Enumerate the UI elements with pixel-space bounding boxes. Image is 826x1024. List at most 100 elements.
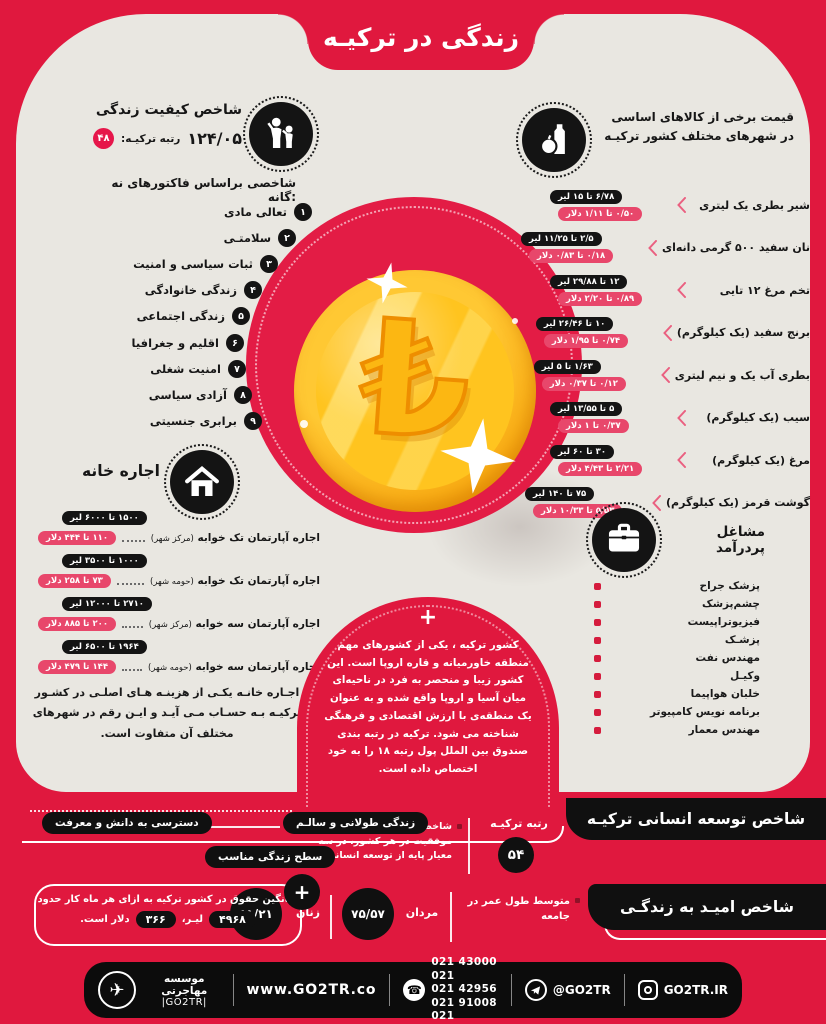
hdi-pill-long-life: زندگی طولانی و سالـم: [283, 812, 429, 834]
lira-coin: ₺: [294, 270, 536, 512]
factor-item: ۶ اقلیم و جغرافیا: [132, 334, 244, 352]
factor-item: ۲ سلامتـی: [224, 229, 296, 247]
factor-label: زندگی اجتماعی: [136, 309, 225, 323]
rent-lira-badge: ۱۵۰۰ تا ۶۰۰۰ لیر: [62, 511, 147, 525]
salary-dollar-unit: دلار است.: [80, 914, 130, 925]
website-link[interactable]: www.GO2TR.co: [246, 982, 377, 998]
sparkle-dot: [512, 318, 518, 324]
bullet-icon: [594, 654, 601, 662]
page-title: زندگی در ترکیـه: [322, 22, 520, 52]
title-tab-flare-right: [534, 14, 564, 44]
price-row: گوشت قرمز (یک کیلوگرم) ۷۵ تا ۱۴۰ لیر ۵/۵۳…: [525, 482, 810, 525]
price-dollar-badge: ۰/۱۲ تا ۰/۳۷ دلار: [541, 376, 626, 391]
factor-number: ۸: [234, 386, 252, 404]
job-label: برنامه نویس کامپیوتر: [649, 706, 760, 718]
men-value: ۷۵/۵۷: [342, 888, 394, 940]
job-item: فیزیوتراپیست: [594, 613, 760, 631]
rent-dollar-badge: ۱۴۴ تا ۴۷۹ دلار: [38, 660, 117, 674]
chevron-icon: [648, 239, 658, 256]
job-label: مهندس نفت: [695, 652, 760, 664]
prices-heading: قیمت برخی از کالاهای اساسی در شهرهای مخت…: [604, 110, 794, 144]
divider: [389, 974, 391, 1006]
phone-group: ☎ 021 43000 021 021 42956 021 91008 021: [403, 956, 498, 1024]
job-item: وکیـل: [594, 667, 760, 685]
job-item: پزشک جراح: [594, 577, 760, 595]
org-line2: |GO2TR|: [161, 996, 207, 1008]
job-item: خلبان هواپیما: [594, 685, 760, 703]
footer-bar: ✈ موسسه مهاجرتی |GO2TR| www.GO2TR.co ☎ 0…: [84, 956, 742, 1022]
factor-label: ثبات سیاسی و امنیت: [133, 257, 253, 271]
phone-number[interactable]: 021 42956: [431, 983, 498, 996]
factor-number: ۷: [228, 360, 246, 378]
price-dollar-badge: ۲/۲۱ تا ۴/۴۳ دلار: [558, 461, 643, 476]
about-turkey-dome: + کشور ترکیه ، یکی از کشورهای مهم منطقه …: [297, 597, 559, 807]
factor-label: آزادی سیاسی: [148, 388, 227, 402]
rent-label-text: اجاره آپارتمان سه خوابه: [195, 661, 321, 673]
price-label: سیب (یک کیلوگرم): [706, 411, 810, 425]
bullet-icon: [594, 672, 601, 680]
rent-title: اجاره خانه: [82, 462, 160, 480]
lira-symbol: ₺: [352, 284, 479, 479]
rent-label-text: اجاره آپارتمان تک خوابه: [197, 532, 321, 544]
price-dollar-badge: ۰/۸۹ تا ۲/۲۰ دلار: [558, 291, 643, 306]
about-turkey-text: کشور ترکیه ، یکی از کشورهای مهم منطقه خا…: [324, 639, 532, 775]
rent-area-text: (مرکز شهر): [150, 534, 194, 544]
divider: [232, 974, 234, 1006]
rent-list: ۱۵۰۰ تا ۶۰۰۰ لیر ۱۱۰ تا ۴۴۴ دلار اجاره آ…: [38, 511, 320, 683]
jobs-list: پزشک جراح چشم‌پزشک فیزیوتراپیست پزشـک مه…: [594, 577, 760, 739]
instagram-handle[interactable]: GO2TR.IR: [663, 983, 728, 997]
divider: [450, 892, 452, 942]
factor-item: ۱ تعالی مادی: [224, 203, 312, 221]
price-row: تخم مرغ ۱۲ تایی ۱۲ تا ۲۹/۸۸ لیر ۰/۸۹ تا ۲…: [550, 269, 810, 312]
factor-item: ۳ ثبات سیاسی و امنیت: [133, 255, 278, 273]
job-label: مهندس معمار: [688, 724, 760, 736]
job-item: مهندس معمار: [594, 721, 760, 739]
quality-index-title: شاخص کیفیت زندگی: [95, 102, 242, 118]
phone-number[interactable]: 021 43000 021: [431, 955, 498, 982]
salary-values: ۴۹۶۸ لیـر، ۳۶۶ دلار است.: [36, 911, 300, 928]
price-label: شیر بطری یک لیتری: [699, 198, 810, 212]
rent-lira-badge: ۱۰۰۰ تا ۳۵۰۰ لیر: [62, 554, 147, 568]
men-label: مردان: [405, 906, 439, 919]
factor-item: ۵ زندگی اجتماعی: [137, 307, 250, 325]
plus-icon: +: [418, 605, 438, 630]
chevron-icon: [677, 452, 686, 469]
dotted-leader: [122, 664, 143, 671]
factor-item: ۷ امنیت شغلی: [150, 360, 246, 378]
org-line1: موسسه مهاجرتی: [161, 972, 208, 997]
salary-text: میانگین حقوق در کشور ترکیه به ازای هر ما…: [37, 894, 299, 905]
hdi-rank-label: رتبه ترکیـه: [490, 817, 548, 830]
instagram-group[interactable]: GO2TR.IR: [637, 980, 728, 1000]
price-dollar-badge: ۰/۳۷ تا ۱ دلار: [558, 419, 629, 434]
factor-number: ۱: [294, 203, 312, 221]
telegram-group[interactable]: @GO2TR: [524, 979, 611, 1001]
groceries-icon: [516, 102, 592, 178]
chevron-icon: [677, 282, 686, 299]
plus-icon: +: [284, 874, 320, 910]
price-list: شیر بطری یک لیتری ۶/۷۸ تا ۱۵ لیر ۰/۵۰ تا …: [521, 184, 810, 525]
phone-numbers[interactable]: 021 43000 021 021 42956 021 91008 021: [431, 956, 498, 1024]
briefcase-icon: [586, 502, 662, 578]
jobs-title: مشاغل پردرآمد: [716, 524, 765, 556]
hdi-badge: شاخص توسعه انسانی ترکیـه: [566, 798, 826, 840]
rent-area-text: (مرکز شهر): [148, 620, 192, 630]
telegram-handle[interactable]: @GO2TR: [552, 983, 611, 997]
rent-dollar-badge: ۲۰۰ تا ۸۸۵ دلار: [38, 617, 117, 631]
factor-number: ۴: [244, 281, 262, 299]
price-label: بطری آب یک و نیم لیتری: [674, 368, 810, 382]
hdi-pill-knowledge: دسترسی به دانش و معرفت: [42, 812, 212, 834]
bullet-icon: [594, 582, 601, 590]
price-row: بطری آب یک و نیم لیتری ۱/۶۳ تا ۵ لیر ۰/۱۲…: [533, 354, 810, 397]
phone-number[interactable]: 021 91008 021: [431, 996, 498, 1023]
rent-label: اجاره آپارتمان سه خوابه (حومه شهر): [148, 661, 320, 673]
price-row: نان سفید ۵۰۰ گرمی دانه‌ای ۲/۵ تا ۱۱/۲۵ ل…: [521, 227, 810, 270]
factor-label: امنیت شغلی: [150, 362, 221, 376]
rent-dollar-badge: ۷۳ تا ۲۵۸ دلار: [38, 574, 111, 588]
life-description: متوسط طول عمر در جامعه: [460, 894, 580, 924]
price-lira-badge: ۷۵ تا ۱۴۰ لیر: [525, 487, 595, 502]
sparkle-dot: [300, 420, 308, 428]
factor-label: سلامتـی: [223, 231, 271, 245]
rent-label-text: اجاره آپارتمان سه خوابه: [195, 618, 321, 630]
price-label: نان سفید ۵۰۰ گرمی دانه‌ای: [662, 241, 810, 255]
